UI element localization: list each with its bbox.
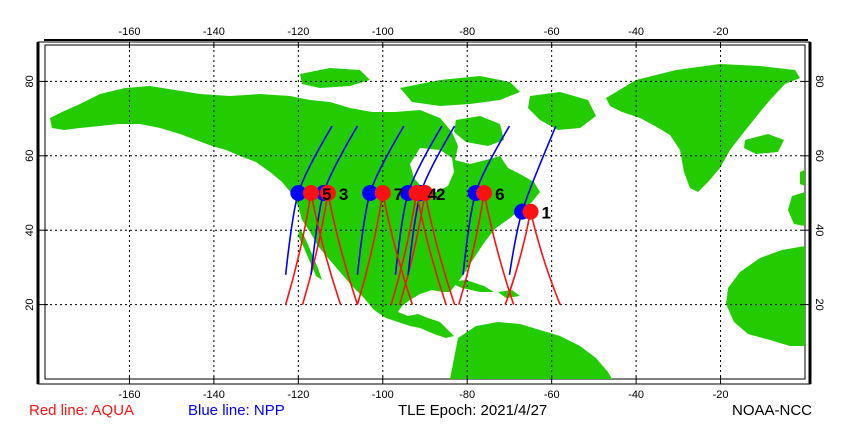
aqua-position-marker bbox=[522, 203, 539, 220]
aqua-track-line bbox=[327, 192, 359, 305]
europe-land bbox=[788, 192, 805, 226]
aqua-position-marker bbox=[303, 185, 319, 201]
aqua-track-line bbox=[310, 192, 342, 305]
aqua-track-line bbox=[381, 192, 414, 305]
aqua-track-line bbox=[398, 192, 426, 305]
lat-tick-label-left: 60 bbox=[24, 150, 36, 162]
north-america-land bbox=[50, 86, 540, 338]
lon-tick-label-top: -80 bbox=[459, 26, 475, 38]
aqua-track-line bbox=[424, 192, 456, 305]
pass-number-label: 7 bbox=[394, 185, 403, 204]
aqua-position-marker bbox=[319, 185, 336, 201]
arctic-island bbox=[528, 92, 596, 130]
arctic-island bbox=[454, 116, 504, 146]
lon-tick-label-top: -40 bbox=[628, 26, 644, 38]
arctic-island bbox=[300, 68, 370, 88]
lon-tick-label-bottom: -160 bbox=[118, 389, 140, 401]
credit-label: NOAA-NCC bbox=[732, 402, 813, 419]
aqua-track-line bbox=[284, 192, 312, 305]
landmass-layer bbox=[50, 64, 805, 379]
lon-tick-label-bottom: -80 bbox=[459, 389, 475, 401]
greenland-land bbox=[606, 64, 800, 192]
aqua-track-line bbox=[356, 192, 384, 305]
aqua-position-marker bbox=[408, 185, 425, 201]
iceland-land bbox=[744, 134, 784, 154]
aqua-track-line bbox=[504, 211, 532, 305]
axis-labels: -160 -160 -140 -140 -120 -120 -100 -100 -80 -80 -6… bbox=[24, 26, 825, 401]
lat-tick-label-right: 40 bbox=[813, 224, 825, 236]
lat-tick-label-right: 80 bbox=[813, 75, 825, 87]
cuba-land bbox=[448, 280, 494, 292]
pass-number-label: 4 bbox=[428, 185, 438, 204]
lat-tick-label-right: 60 bbox=[813, 150, 825, 162]
lon-tick-label-bottom: -100 bbox=[372, 389, 394, 401]
tle-epoch: TLE Epoch: 2021/4/27 bbox=[398, 402, 548, 419]
aqua-legend: Red line: AQUA bbox=[29, 402, 135, 419]
lon-tick-label-bottom: -120 bbox=[287, 389, 309, 401]
baja-california-land bbox=[298, 228, 322, 280]
europe-land bbox=[800, 170, 805, 186]
npp-position-marker bbox=[290, 185, 307, 201]
lat-tick-label-left: 20 bbox=[24, 298, 36, 310]
hudson-bay-water bbox=[410, 148, 454, 192]
aqua-track-line bbox=[301, 192, 329, 305]
aqua-position-marker bbox=[476, 185, 493, 201]
pass-markers: 1 2 3 4 5 6 7 bbox=[290, 185, 551, 223]
lon-tick-label-bottom: -40 bbox=[628, 389, 644, 401]
africa-land bbox=[726, 246, 805, 346]
lon-tick-label-bottom: -20 bbox=[713, 389, 729, 401]
lon-tick-label-top: -160 bbox=[118, 26, 140, 38]
pass-number-label: 5 bbox=[322, 185, 331, 204]
lon-tick-label-bottom: -140 bbox=[203, 389, 225, 401]
lon-tick-label-top: -100 bbox=[372, 26, 394, 38]
pass-number-label: 2 bbox=[436, 185, 445, 204]
aqua-track-line bbox=[483, 192, 515, 305]
south-america-land bbox=[450, 322, 612, 379]
aqua-track-line bbox=[390, 192, 418, 305]
lon-tick-label-top: -140 bbox=[203, 26, 225, 38]
npp-legend: Blue line: NPP bbox=[188, 402, 285, 419]
lon-tick-label-top: -60 bbox=[544, 26, 560, 38]
aqua-position-marker bbox=[374, 185, 391, 201]
aqua-track-line bbox=[458, 192, 485, 305]
lon-tick-label-top: -120 bbox=[287, 26, 309, 38]
pass-number-label: 3 bbox=[339, 185, 348, 204]
pass-number-label: 6 bbox=[495, 185, 504, 204]
aqua-track-line bbox=[415, 192, 447, 305]
lat-tick-label-left: 40 bbox=[24, 224, 36, 236]
lat-tick-label-right: 20 bbox=[813, 298, 825, 310]
lat-tick-label-left: 80 bbox=[24, 75, 36, 87]
npp-position-marker bbox=[362, 185, 379, 201]
lon-tick-label-bottom: -60 bbox=[544, 389, 560, 401]
pass-number-label: 1 bbox=[542, 204, 551, 223]
aqua-track-line bbox=[529, 211, 561, 305]
lon-tick-label-top: -20 bbox=[713, 26, 729, 38]
arctic-island bbox=[400, 76, 520, 106]
